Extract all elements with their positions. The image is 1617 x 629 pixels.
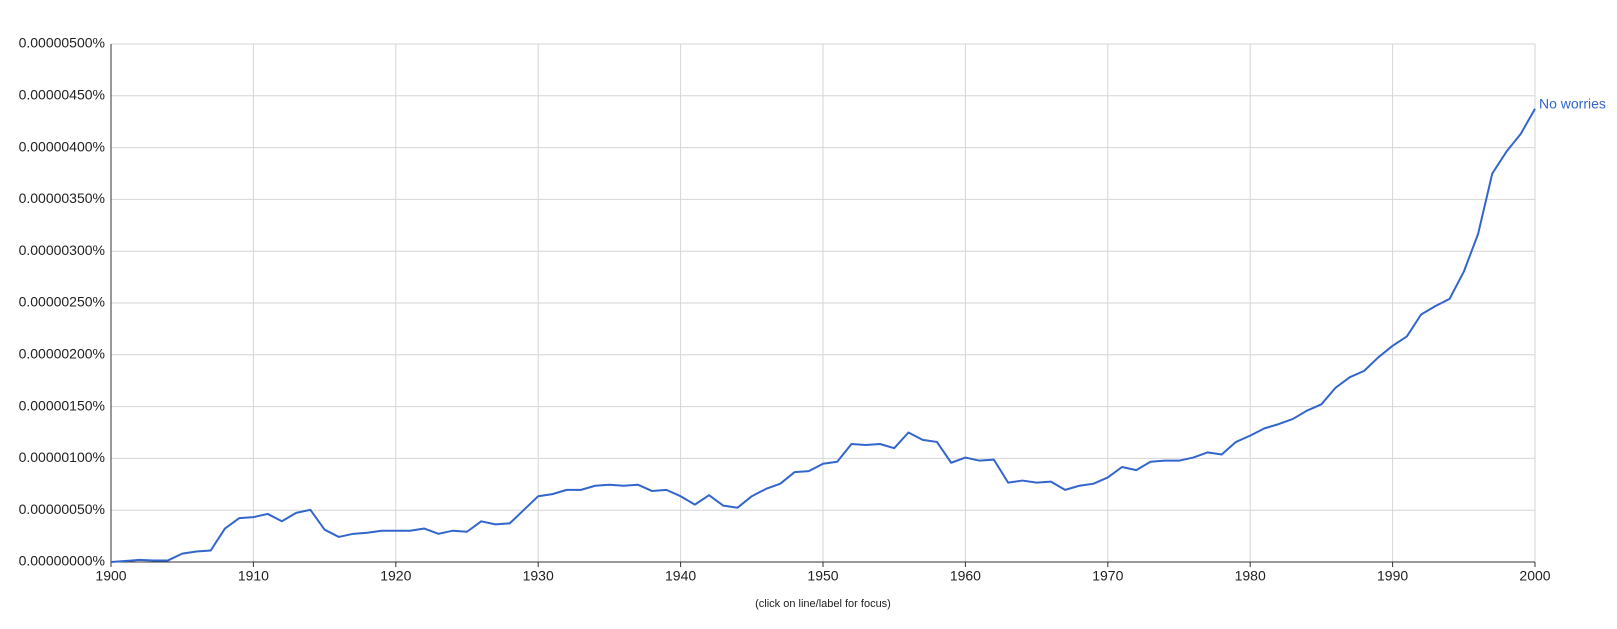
x-tick-label: 1970: [1092, 568, 1123, 584]
x-tick-label: 1930: [523, 568, 554, 584]
x-tick-label: 1950: [807, 568, 838, 584]
y-tick-label: 0.00000350%: [19, 190, 105, 206]
x-tick-label: 2000: [1519, 568, 1550, 584]
y-tick-label: 0.00000200%: [19, 346, 105, 362]
x-tick-label: 1990: [1377, 568, 1408, 584]
y-tick-label: 0.00000150%: [19, 397, 105, 413]
x-tick-label: 1940: [665, 568, 696, 584]
x-tick-label: 1920: [380, 568, 411, 584]
y-tick-label: 0.00000050%: [19, 501, 105, 517]
series-label[interactable]: No worries: [1539, 95, 1606, 111]
note: (click on line/label for focus): [755, 598, 891, 610]
x-tick-label: 1960: [950, 568, 981, 584]
y-tick-label: 0.00000500%: [19, 35, 105, 51]
y-tick-label: 0.00000100%: [19, 449, 105, 465]
series-line[interactable]: [110, 108, 1536, 563]
y-tick-label: 0.00000300%: [19, 242, 105, 258]
y-tick-label: 0.00000400%: [19, 138, 105, 154]
x-tick-label: 1980: [1235, 568, 1266, 584]
x-tick-label: 1910: [238, 568, 269, 584]
y-tick-label: 0.00000450%: [19, 87, 105, 103]
x-tick-label: 1900: [95, 568, 126, 584]
y-tick-label: 0.00000250%: [19, 294, 105, 310]
y-tick-label: 0.00000000%: [19, 553, 105, 569]
